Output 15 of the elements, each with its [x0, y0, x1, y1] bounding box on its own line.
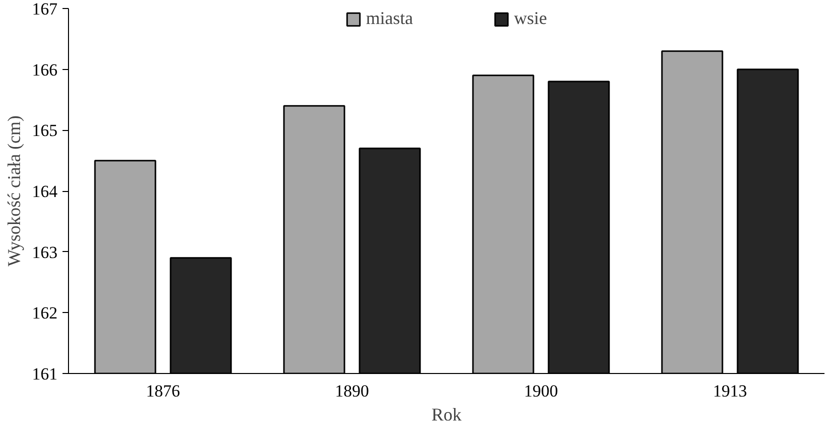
x-tick-label: 1876 [146, 382, 180, 400]
y-axis-title: Wysokość ciała (cm) [4, 116, 24, 266]
x-axis-title: Rok [431, 404, 462, 424]
y-tick-label: 163 [32, 242, 58, 262]
y-tick-label: 162 [32, 304, 58, 323]
legend-label: miasta [366, 8, 413, 29]
x-tick-label: 1890 [335, 382, 369, 400]
x-tick-label: 1900 [524, 382, 558, 400]
y-tick-label: 166 [32, 60, 58, 80]
y-tick-label: 167 [32, 0, 58, 18]
legend-label: wsie [514, 8, 547, 29]
y-tick-label: 164 [32, 182, 58, 201]
y-tick-label: 165 [32, 121, 58, 140]
y-tick-label: 161 [32, 364, 58, 384]
x-tick-label: 1913 [713, 382, 747, 400]
